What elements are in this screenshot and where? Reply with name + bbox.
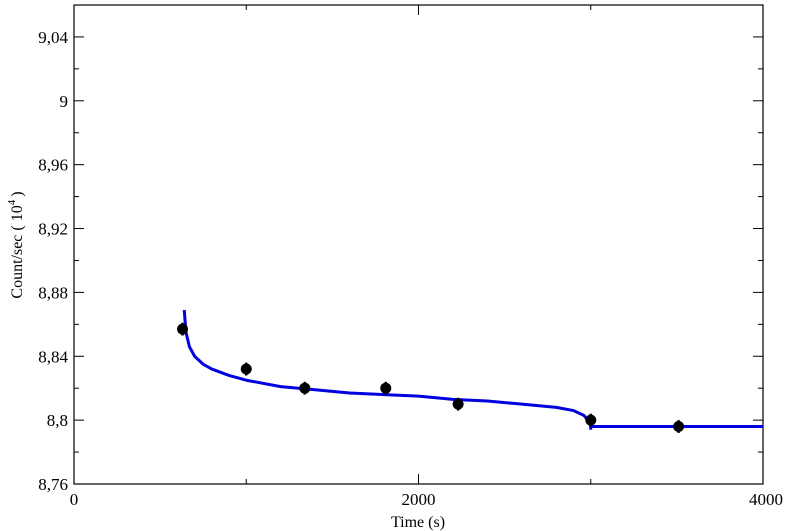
x-tick-label: 2000 bbox=[402, 490, 436, 509]
plot-frame bbox=[73, 4, 764, 485]
y-tick-label: 9 bbox=[60, 92, 69, 111]
y-axis-ticks: 8,76 8,8 8,84 8,88 8,92 8,96 9 9,04 bbox=[38, 4, 763, 494]
x-tick-label: 0 bbox=[70, 490, 79, 509]
y-tick-label: 8,88 bbox=[38, 283, 68, 302]
series-layer bbox=[177, 309, 763, 433]
data-point bbox=[380, 382, 392, 394]
data-point bbox=[299, 382, 311, 394]
y-tick-label: 9,04 bbox=[38, 28, 68, 47]
x-axis-label: Time (s) bbox=[391, 514, 445, 531]
fit-curve bbox=[182, 309, 763, 429]
data-point bbox=[673, 421, 685, 433]
data-point bbox=[240, 363, 252, 375]
data-point bbox=[452, 398, 464, 410]
y-axis-label: Count/sec ( 104) bbox=[6, 191, 26, 298]
data-point bbox=[585, 414, 597, 426]
y-tick-label: 8,76 bbox=[38, 475, 68, 494]
x-axis-ticks: 0 2000 4000 bbox=[70, 5, 783, 509]
y-axis-label-close: ) bbox=[9, 191, 26, 196]
y-tick-label: 8,96 bbox=[38, 156, 68, 175]
y-tick-label: 8,84 bbox=[38, 347, 68, 366]
data-point bbox=[177, 323, 189, 335]
y-tick-label: 8,8 bbox=[47, 411, 68, 430]
y-axis-label-main: Count/sec ( 10 bbox=[9, 205, 26, 298]
y-tick-label: 8,92 bbox=[38, 220, 68, 239]
y-axis-label-group: Count/sec ( 104) bbox=[6, 191, 26, 298]
x-tick-label: 4000 bbox=[749, 490, 783, 509]
y-axis-label-exponent: 4 bbox=[6, 199, 18, 205]
